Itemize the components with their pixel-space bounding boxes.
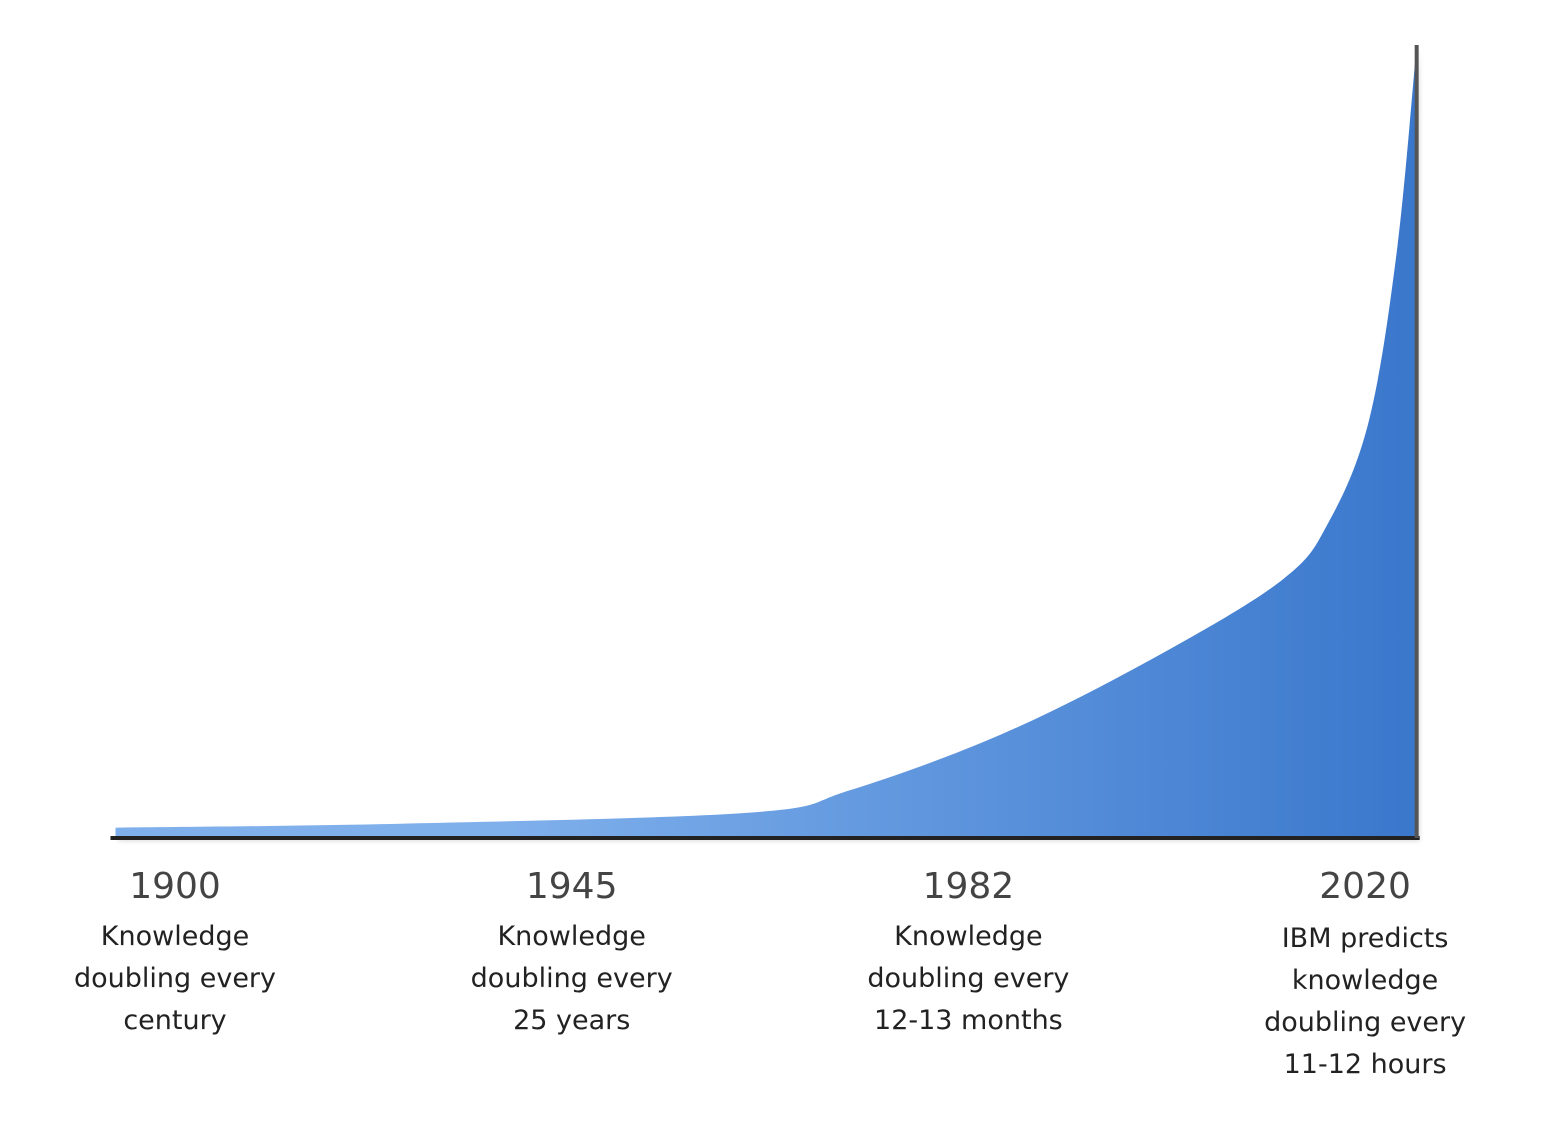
- annotation-line: Knowledge: [497, 921, 646, 952]
- annotation-line: doubling every: [470, 963, 673, 994]
- x-tick-label-1945: 1945: [525, 866, 618, 907]
- annotation-line: 25 years: [513, 1005, 631, 1036]
- annotation-line: doubling every: [1264, 1007, 1467, 1038]
- annotation-line: 11-12 hours: [1283, 1049, 1447, 1080]
- annotation-line: 12-13 months: [874, 1005, 1063, 1036]
- x-tick-label-1982: 1982: [922, 866, 1015, 907]
- annotation-1900: Knowledge doubling every century: [25, 916, 325, 1042]
- x-tick-label-1900: 1900: [129, 866, 221, 907]
- annotation-1945: Knowledge doubling every 25 years: [422, 916, 722, 1042]
- annotation-2020: IBM predicts knowledge doubling every 11-12…: [1215, 918, 1515, 1086]
- annotation-line: doubling every: [867, 963, 1070, 994]
- annotation-line: Knowledge: [100, 921, 250, 952]
- annotation-line: century: [123, 1005, 227, 1036]
- area-series: [115, 45, 1417, 838]
- annotation-line: doubling every: [73, 963, 277, 994]
- annotation-line: Knowledge: [894, 921, 1043, 952]
- x-tick-label-2020: 2020: [1319, 866, 1411, 907]
- annotation-line: knowledge: [1291, 965, 1439, 996]
- annotation-1982: Knowledge doubling every 12-13 months: [818, 916, 1118, 1042]
- annotation-line: IBM predicts: [1281, 923, 1449, 954]
